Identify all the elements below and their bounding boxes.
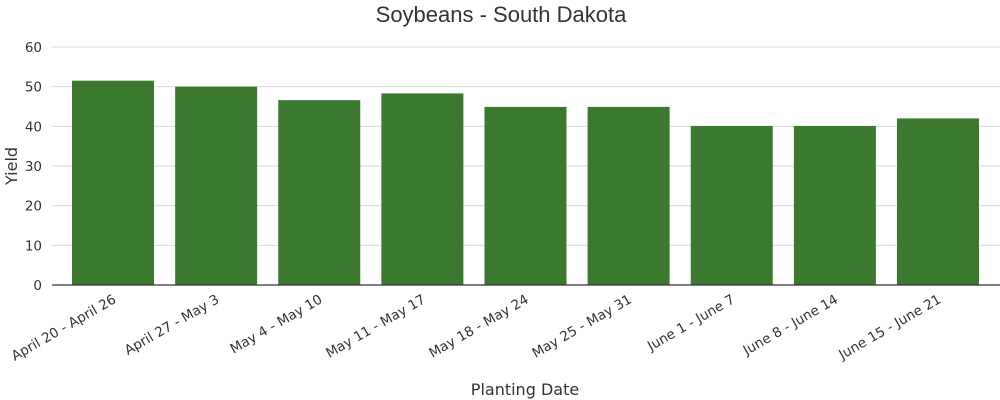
y-tick-label: 0 <box>33 278 42 294</box>
bar <box>690 125 773 285</box>
bars <box>72 80 979 286</box>
y-axis-ticks: 0 10 20 30 40 50 60 <box>25 40 42 294</box>
x-tick-label: June 1 - June 7 <box>644 292 738 355</box>
x-tick-label: May 18 - May 24 <box>426 292 531 362</box>
y-tick-label: 30 <box>25 159 42 175</box>
bar <box>484 106 567 285</box>
x-axis-title: Planting Date <box>471 380 579 399</box>
y-tick-label: 60 <box>25 40 42 56</box>
y-tick-label: 20 <box>25 199 42 215</box>
bar <box>72 80 154 285</box>
x-axis-ticks: April 20 - April 26 April 27 - May 3 May 4… <box>9 292 944 365</box>
x-tick-label: May 11 - May 17 <box>323 292 428 362</box>
bar <box>278 100 361 285</box>
x-tick-label: June 8 - June 14 <box>740 292 841 360</box>
y-axis-title: Yield <box>2 147 21 186</box>
bar <box>793 125 876 285</box>
x-tick-label: June 15 - June 21 <box>835 292 944 364</box>
y-tick-label: 50 <box>25 80 42 96</box>
bar <box>381 93 464 285</box>
chart-title: Soybeans - South Dakota <box>376 2 627 27</box>
x-tick-label: May 25 - May 31 <box>529 292 634 362</box>
bar <box>897 118 979 286</box>
x-tick-label: April 27 - May 3 <box>122 292 222 359</box>
bar <box>175 86 258 286</box>
x-tick-label: May 4 - May 10 <box>228 292 326 358</box>
bar <box>587 106 670 285</box>
x-tick-label: April 20 - April 26 <box>9 292 119 365</box>
y-tick-label: 10 <box>25 238 42 254</box>
y-tick-label: 40 <box>25 119 42 135</box>
